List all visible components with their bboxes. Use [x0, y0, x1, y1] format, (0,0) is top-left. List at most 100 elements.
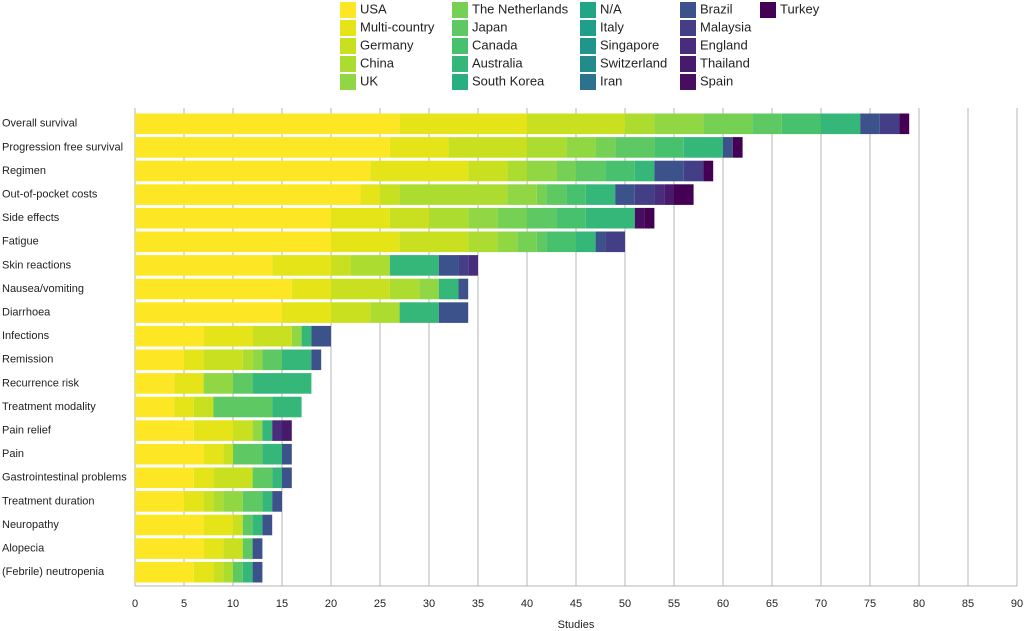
legend-swatch [452, 2, 468, 18]
bar-segment [605, 231, 625, 253]
bar-segment [291, 278, 331, 300]
legend-swatch [340, 74, 356, 90]
bar-segment [595, 231, 606, 253]
bar-segment [468, 255, 478, 276]
y-tick-label: Treatment modality [2, 401, 96, 413]
bar-segment [233, 443, 263, 465]
bar-segment [331, 207, 390, 229]
legend-label: Italy [600, 19, 624, 34]
bar-segment [399, 302, 439, 323]
legend-label: Spain [700, 73, 733, 88]
bar-segment [527, 137, 567, 158]
legend-label: China [360, 55, 395, 70]
bar-segment [135, 255, 273, 276]
bar-segment [242, 538, 253, 559]
bar-segment [272, 396, 302, 418]
legend-label: Australia [472, 55, 523, 70]
bar-segment [262, 443, 282, 465]
bar-segment [654, 113, 704, 135]
y-tick-label: Gastrointestinal problems [2, 472, 127, 484]
bar-segment [497, 207, 527, 229]
bar-segment [203, 443, 224, 465]
bar-segment [223, 443, 233, 465]
legend-swatch [340, 38, 356, 54]
bar-segment [135, 113, 400, 135]
y-tick-label: Out-of-pocket costs [2, 189, 98, 201]
bar-segment [399, 184, 508, 205]
bar-segment [448, 137, 527, 158]
legend-swatch [680, 38, 696, 54]
bar-segment [654, 160, 684, 182]
bar-segment [262, 514, 273, 536]
x-tick-label: 35 [472, 598, 484, 610]
legend-label: USA [360, 1, 387, 16]
bar-segment [703, 113, 753, 135]
bar-segment [585, 184, 616, 205]
bar-segment [213, 561, 224, 583]
x-tick-label: 60 [717, 598, 729, 610]
bar-segment [752, 113, 782, 135]
legend-label: Multi-country [360, 19, 435, 34]
bar-segment [615, 137, 655, 158]
bar-segment [703, 160, 714, 182]
bar-segment [233, 420, 253, 441]
x-tick-label: 10 [227, 598, 239, 610]
y-tick-label: Nausea/vomiting [2, 283, 84, 295]
y-tick-label: Neuropathy [2, 519, 59, 531]
bar-segment [252, 349, 263, 371]
legend-swatch [680, 2, 696, 18]
y-tick-label: Regimen [2, 165, 46, 177]
legend-swatch [452, 74, 468, 90]
x-tick-label: 75 [864, 598, 876, 610]
bar-segment [634, 184, 655, 205]
bar-segment [291, 325, 302, 347]
bar-segment [664, 184, 674, 205]
bar-segment [242, 491, 263, 512]
bar-segment [252, 325, 292, 347]
bar-segment [634, 160, 655, 182]
x-tick-label: 25 [374, 598, 386, 610]
bar-segment [899, 113, 910, 135]
legend-swatch [452, 20, 468, 36]
bar-segment [566, 184, 586, 205]
y-tick-label: Skin reactions [2, 259, 72, 271]
legend-swatch [680, 56, 696, 72]
legend-label: Germany [360, 37, 414, 52]
legend-label: Canada [472, 37, 518, 52]
bar-segment [203, 538, 224, 559]
bar-segment [282, 349, 312, 371]
bar-segment [252, 467, 273, 489]
bar-segment [389, 137, 449, 158]
bar-segment [311, 349, 322, 371]
bar-segment [193, 420, 233, 441]
bar-segment [507, 184, 537, 205]
legend-swatch [580, 2, 596, 18]
bar-segment [438, 278, 459, 300]
legend-label: England [700, 37, 748, 52]
bar-segment [135, 184, 361, 205]
x-tick-label: 5 [181, 598, 187, 610]
y-tick-label: Recurrence risk [2, 377, 80, 389]
bar-segment [203, 514, 233, 536]
bar-segment [585, 207, 635, 229]
bar-segment [193, 396, 214, 418]
bar-segment [233, 561, 243, 583]
bar-segment [429, 207, 469, 229]
legend-label: Iran [600, 73, 622, 88]
bar-segment [615, 184, 635, 205]
legend-label: Singapore [600, 37, 659, 52]
bar-segment [331, 302, 371, 323]
bar-segment [262, 420, 273, 441]
legend-label: Turkey [780, 1, 820, 16]
bar-segment [821, 113, 861, 135]
bar-segment [223, 561, 233, 583]
y-tick-label: Fatigue [2, 236, 39, 248]
legend-label: Switzerland [600, 55, 667, 70]
bar-segment [223, 538, 243, 559]
x-tick-label: 90 [1011, 598, 1023, 610]
legend-label: UK [360, 73, 378, 88]
bar-segment [135, 467, 194, 489]
bar-segment [272, 255, 331, 276]
bar-segment [233, 373, 253, 394]
legend: USA Multi-country Germany China UK The Nether… [340, 1, 820, 90]
